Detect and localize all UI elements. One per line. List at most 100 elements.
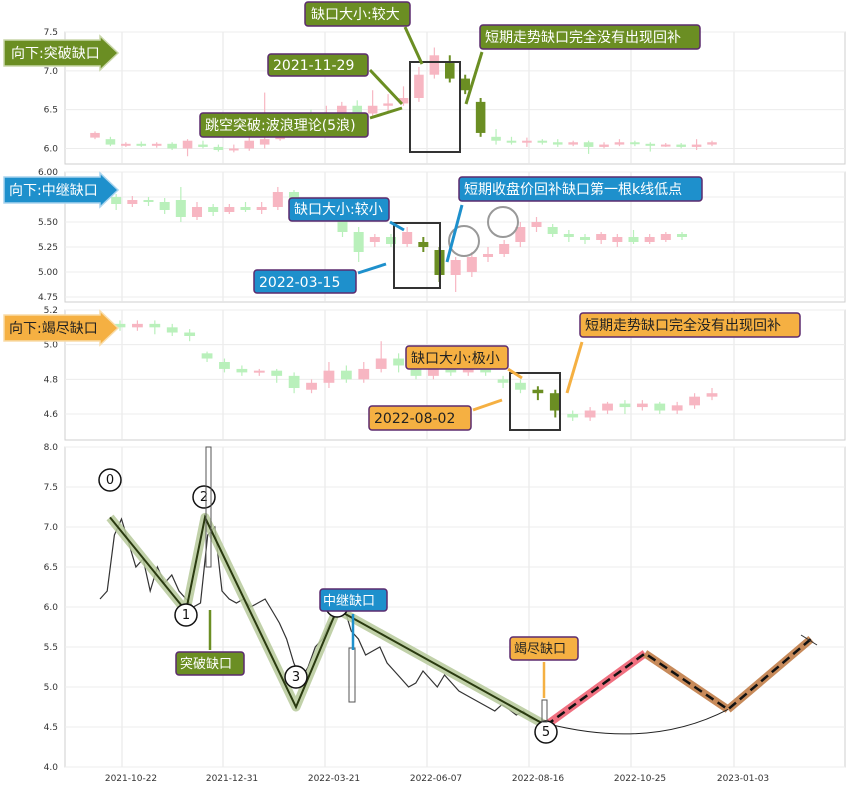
candle-body <box>198 144 208 147</box>
exhaustion-label: 竭尽缺口 <box>514 642 566 657</box>
panel-3-size-label: 缺口大小:极小 <box>405 345 523 380</box>
panel-2-date-label: 2022-03-15 <box>253 262 387 294</box>
candle-body <box>691 144 702 147</box>
arrow-line <box>507 367 523 380</box>
label-box <box>267 53 369 77</box>
continuation-label: 中继缺口 <box>323 594 375 609</box>
label-text: 2022-08-02 <box>374 411 455 427</box>
candle-body <box>271 370 283 376</box>
panel-2-size-label: 缺口大小:较小 <box>288 197 405 232</box>
x-tick-label: 2022-03-21 <box>308 774 360 784</box>
candle-body <box>599 144 609 147</box>
panel-2-marker-circle <box>487 206 519 238</box>
candle-body <box>491 136 501 141</box>
panel-1: 7.5 7.0 6.5 6.0 <box>44 28 846 165</box>
candle-body <box>614 142 625 145</box>
candle-body <box>636 403 648 408</box>
candle-body <box>367 105 378 114</box>
candle-body <box>244 140 255 149</box>
y-tick-label: 6.0 <box>44 144 59 154</box>
candle-body <box>159 202 170 210</box>
candle-body <box>149 323 161 328</box>
candle-body <box>358 368 370 380</box>
wave-label-text: 2 <box>200 490 208 505</box>
candle-body <box>208 207 219 212</box>
candle-body <box>114 323 126 328</box>
arrow-line <box>357 262 387 275</box>
y-tick-label: 4.8 <box>44 375 59 385</box>
candle-body <box>445 368 457 373</box>
x-tick-label: 2022-10-25 <box>614 774 666 784</box>
y-tick-label: 6.5 <box>44 106 58 116</box>
arrow-line <box>472 398 503 412</box>
candle-body <box>568 142 578 145</box>
wave-label-circle <box>534 720 558 744</box>
y-tick-label: 7.5 <box>44 483 58 493</box>
gap-marker <box>348 647 356 703</box>
candle-body <box>450 260 461 275</box>
candle-body <box>660 234 671 240</box>
panel-2-candles <box>94 187 688 292</box>
panel-1-tag-text: 向下:突破缺口 <box>11 46 100 62</box>
candle-body <box>340 370 352 380</box>
y-tick-label: 7.5 <box>44 28 58 38</box>
x-tick-label: 2021-12-31 <box>206 774 258 784</box>
candle-body <box>660 144 671 147</box>
label-box <box>368 405 472 431</box>
y-tick-label: 5.00 <box>38 268 58 278</box>
arrow-line <box>403 26 424 65</box>
candle-body <box>219 362 230 369</box>
candle-body <box>182 140 193 149</box>
candle-body <box>689 396 700 406</box>
y-tick-label: 8.0 <box>44 443 59 453</box>
candle-body <box>482 254 494 257</box>
panel-2-marker-circle <box>448 225 480 257</box>
candle-body <box>537 140 548 143</box>
y-tick-label: 5.50 <box>38 218 58 228</box>
label-box <box>458 176 703 202</box>
panel-3-tag-text: 向下:竭尽缺口 <box>9 321 98 337</box>
panel-1-grid <box>65 31 845 164</box>
arrow-line <box>368 68 404 106</box>
candle-body <box>676 234 688 237</box>
candle-body <box>612 237 623 242</box>
y-tick-label: 4.0 <box>44 763 59 773</box>
candle-body <box>105 139 116 145</box>
tag-arrow-shape <box>3 171 120 209</box>
candle-body <box>579 237 591 240</box>
label-text: 2022-03-15 <box>259 275 340 291</box>
candle-body <box>619 403 631 408</box>
candle-body <box>184 332 196 336</box>
panel-3-candles <box>114 320 718 421</box>
panel-3-yaxis: 5.2 5.0 4.8 4.6 <box>44 306 59 420</box>
candle-body <box>466 257 477 272</box>
wave-band <box>106 512 549 730</box>
candle-body <box>224 207 235 212</box>
candle-body <box>596 234 607 240</box>
candle-body <box>460 78 470 91</box>
arrow-line <box>464 51 484 105</box>
wave-label-circle <box>98 468 122 492</box>
candle-body <box>628 237 639 242</box>
candle-body <box>352 105 363 114</box>
x-tick-label: 2022-06-07 <box>410 774 462 784</box>
candle-body <box>385 237 397 244</box>
label-box <box>579 312 801 338</box>
breakaway-gap-annotation: 突破缺口 <box>175 446 245 676</box>
candle-body <box>167 143 177 149</box>
y-tick-label: 5.5 <box>44 643 58 653</box>
candle-body <box>645 143 656 146</box>
wave-label-text: 0 <box>106 473 114 488</box>
y-tick-label: 7.0 <box>44 67 59 77</box>
tag-arrow-shape <box>3 309 120 347</box>
candle-body <box>136 143 147 146</box>
candle-body <box>706 393 718 397</box>
main-content: 012345 <box>98 468 818 744</box>
candle-body <box>213 146 224 151</box>
label-box <box>253 269 357 294</box>
y-tick-label: 6.00 <box>38 168 58 178</box>
panel-1-frame <box>64 31 846 165</box>
y-tick-label: 4.5 <box>44 723 58 733</box>
candle-body <box>563 234 574 237</box>
